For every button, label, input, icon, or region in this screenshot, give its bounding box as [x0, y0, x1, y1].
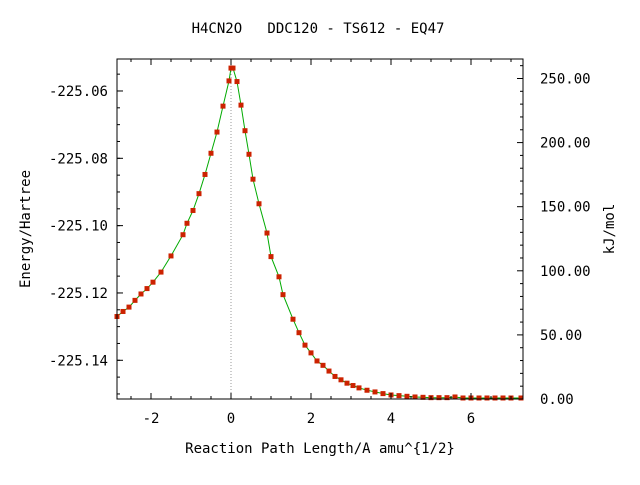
data-point [484, 395, 490, 401]
chart-title: H4CN2O DDC120 - TS612 - EQ47 [192, 21, 445, 37]
data-point [214, 129, 220, 135]
axes-layer: -2 0 2 4 6 -225.06 -225.08 -225.10 -225.12 -225.1… [49, 59, 591, 427]
data-point [396, 393, 402, 399]
data-point [264, 230, 270, 236]
y-tick-label: -225.12 [49, 286, 108, 302]
data-point [492, 395, 498, 401]
data-point [220, 103, 226, 109]
data-point [202, 171, 208, 177]
data-point [158, 269, 164, 275]
data-point [302, 342, 308, 348]
data-point [320, 362, 326, 368]
data-point [444, 395, 450, 401]
data-point [180, 232, 186, 238]
y2-tick-label: 0.00 [540, 392, 574, 408]
x-axis-label: Reaction Path Length/A amu^{1/2} [185, 441, 455, 457]
data-point [476, 395, 482, 401]
data-point [238, 102, 244, 108]
data-point [120, 308, 126, 314]
data-point [230, 65, 236, 71]
data-point [314, 358, 320, 364]
data-point [144, 286, 150, 292]
data-point [380, 391, 386, 397]
data-point [412, 394, 418, 400]
x-tick-label: 6 [467, 411, 475, 427]
y-axis-label: Energy/Hartree [18, 170, 34, 288]
data-point [208, 150, 214, 156]
x-tick-label: 2 [307, 411, 315, 427]
data-point [460, 395, 466, 401]
y2-tick-label: 200.00 [540, 136, 591, 152]
data-point [276, 274, 282, 280]
data-point [404, 393, 410, 399]
data-point [350, 383, 356, 389]
data-point [452, 394, 458, 400]
data-point [344, 380, 350, 386]
data-point [296, 330, 302, 336]
data-point [196, 191, 202, 197]
data-point [138, 291, 144, 297]
data-point [420, 394, 426, 400]
data-point [268, 254, 274, 260]
y-tick-label: -225.08 [49, 151, 108, 167]
x-tick-label: 0 [227, 411, 235, 427]
y2-tick-label: 50.00 [540, 328, 582, 344]
y-tick-label: -225.10 [49, 219, 108, 235]
data-point [280, 292, 286, 298]
data-point [308, 350, 314, 356]
data-point [246, 151, 252, 157]
series-0-line [116, 67, 521, 399]
data-point [436, 395, 442, 401]
y-tick-label: -225.14 [49, 353, 108, 369]
data-point [184, 220, 190, 226]
data-point [364, 387, 370, 393]
data-point [226, 78, 232, 84]
data-point [190, 207, 196, 213]
y-tick-label: -225.06 [49, 84, 108, 100]
data-point [356, 385, 362, 391]
plot-frame [116, 58, 524, 400]
y2-tick-label: 250.00 [540, 71, 591, 87]
data-point [338, 377, 344, 383]
data-point [256, 201, 262, 207]
data-point [126, 304, 132, 310]
data-point [234, 79, 240, 85]
data-point [372, 389, 378, 395]
y2-tick-label: 100.00 [540, 264, 591, 280]
data-point [250, 176, 256, 182]
data-point [168, 253, 174, 259]
x-tick-label: 4 [387, 411, 395, 427]
y2-axis-label: kJ/mol [602, 204, 618, 255]
data-point [150, 279, 156, 285]
y2-tick-label: 150.00 [540, 200, 591, 216]
data-point [242, 128, 248, 134]
data-point [332, 373, 338, 379]
data-point [518, 395, 524, 401]
data-point [326, 368, 332, 374]
data-point [290, 316, 296, 322]
data-point [500, 395, 506, 401]
x-tick-label: -2 [143, 411, 160, 427]
marks-layer [114, 59, 524, 401]
data-point [132, 297, 138, 303]
